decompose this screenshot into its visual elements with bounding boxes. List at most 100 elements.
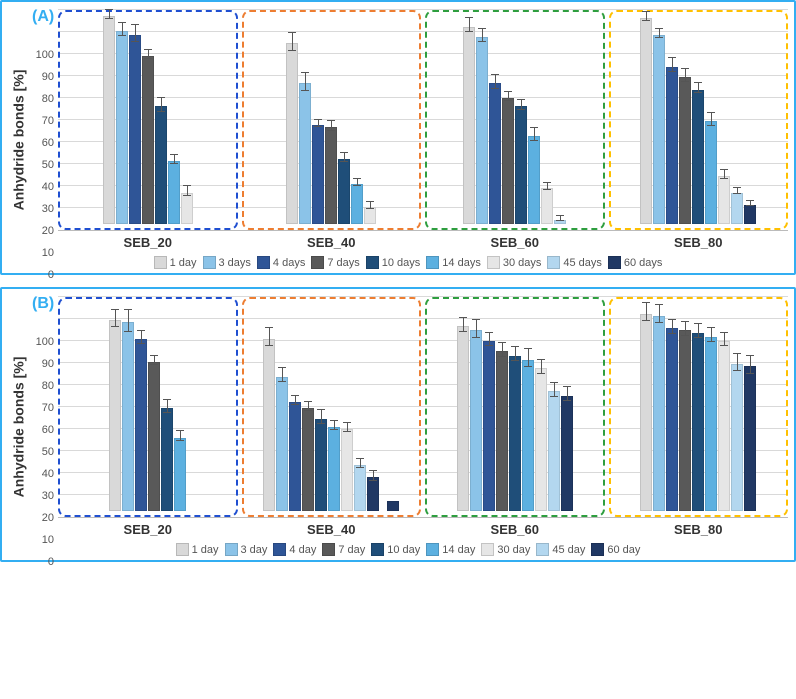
y-axis: 0102030405060708090100 (28, 297, 56, 556)
bar (341, 429, 353, 511)
bar (679, 330, 691, 511)
error-bar (157, 97, 165, 112)
error-bar (150, 355, 158, 365)
legend-swatch (371, 543, 384, 556)
plot: 0102030405060708090100SEB_20SEB_40SEB_60… (28, 297, 788, 556)
bar (496, 351, 508, 511)
x-label: SEB_20 (58, 235, 238, 250)
error-bar (137, 330, 145, 345)
bar (142, 56, 154, 224)
group-SEB_20 (58, 297, 238, 517)
error-bar (111, 309, 119, 328)
bar (457, 326, 469, 511)
group-SEB_40 (242, 297, 422, 517)
legend-swatch (426, 543, 439, 556)
bar (554, 220, 566, 224)
y-tick: 50 (42, 159, 54, 171)
error-bar (655, 28, 663, 38)
legend-item: 3 days (203, 256, 251, 269)
bar (325, 127, 337, 224)
legend-label: 14 day (442, 544, 475, 556)
error-bar (465, 17, 473, 32)
bar (351, 184, 363, 224)
error-bar (472, 319, 480, 338)
bar (367, 477, 379, 511)
y-tick: 60 (42, 424, 54, 436)
y-tick: 80 (42, 380, 54, 392)
bar (515, 106, 527, 224)
legend-item: 10 days (366, 256, 421, 269)
error-bar (543, 182, 551, 190)
bar (731, 364, 743, 511)
error-bar (144, 49, 152, 59)
bar (718, 176, 730, 224)
group-SEB_60 (425, 10, 605, 230)
error-bar (681, 68, 689, 83)
x-label: SEB_40 (242, 522, 422, 537)
error-bar (642, 302, 650, 321)
error-bar (491, 74, 499, 89)
error-bar (478, 28, 486, 43)
group-SEB_80 (609, 297, 789, 517)
chart-wrap: Anhydride bonds [%]010203040506070809010… (8, 10, 788, 269)
error-bar (530, 127, 538, 142)
error-bar (356, 458, 364, 468)
bar (705, 337, 717, 511)
legend-swatch (608, 256, 621, 269)
error-bar (304, 401, 312, 411)
error-bar (288, 32, 296, 51)
legend-label: 4 days (273, 257, 305, 269)
legend-item: 45 day (536, 543, 585, 556)
panel-B: (B)Anhydride bonds [%]010203040506070809… (0, 287, 796, 562)
bar (103, 16, 115, 224)
legend-label: 60 day (607, 544, 640, 556)
error-bar (720, 169, 728, 179)
legend-item: 3 day (225, 543, 268, 556)
error-bar (118, 22, 126, 37)
legend-swatch (176, 543, 189, 556)
group-SEB_60 (425, 297, 605, 517)
error-bar (459, 317, 467, 332)
y-tick: 30 (42, 203, 54, 215)
y-tick: 20 (42, 512, 54, 524)
bar (155, 106, 167, 224)
group-SEB_40 (242, 10, 422, 230)
error-bar (746, 355, 754, 374)
bar (502, 98, 514, 224)
error-bar (314, 119, 322, 127)
x-label: SEB_60 (425, 235, 605, 250)
error-bar (105, 9, 113, 19)
y-tick: 70 (42, 115, 54, 127)
bar (718, 341, 730, 511)
bar (476, 37, 488, 224)
y-axis-label: Anhydride bonds [%] (8, 10, 28, 269)
error-bar (655, 304, 663, 323)
error-bar (131, 24, 139, 43)
bar (109, 320, 121, 511)
legend-label: 10 day (387, 544, 420, 556)
bar (116, 31, 128, 224)
error-bar (265, 327, 273, 346)
bar (561, 396, 573, 512)
legend-item: 7 days (311, 256, 359, 269)
legend-item: 30 day (481, 543, 530, 556)
bar (463, 27, 475, 224)
bar (122, 322, 134, 511)
bar (302, 408, 314, 511)
x-label: SEB_60 (425, 522, 605, 537)
legend-label: 10 days (382, 257, 421, 269)
y-tick: 100 (36, 49, 54, 61)
legend-label: 1 day (170, 257, 197, 269)
error-bar (681, 321, 689, 336)
error-bar (278, 367, 286, 382)
y-tick: 60 (42, 137, 54, 149)
bar (705, 121, 717, 224)
bar (744, 366, 756, 511)
bar (731, 193, 743, 225)
legend-label: 7 days (327, 257, 359, 269)
error-bar (330, 420, 338, 430)
y-axis-label: Anhydride bonds [%] (8, 297, 28, 556)
bar (640, 18, 652, 224)
x-labels: SEB_20SEB_40SEB_60SEB_80 (58, 522, 788, 537)
plot-area (58, 10, 788, 231)
